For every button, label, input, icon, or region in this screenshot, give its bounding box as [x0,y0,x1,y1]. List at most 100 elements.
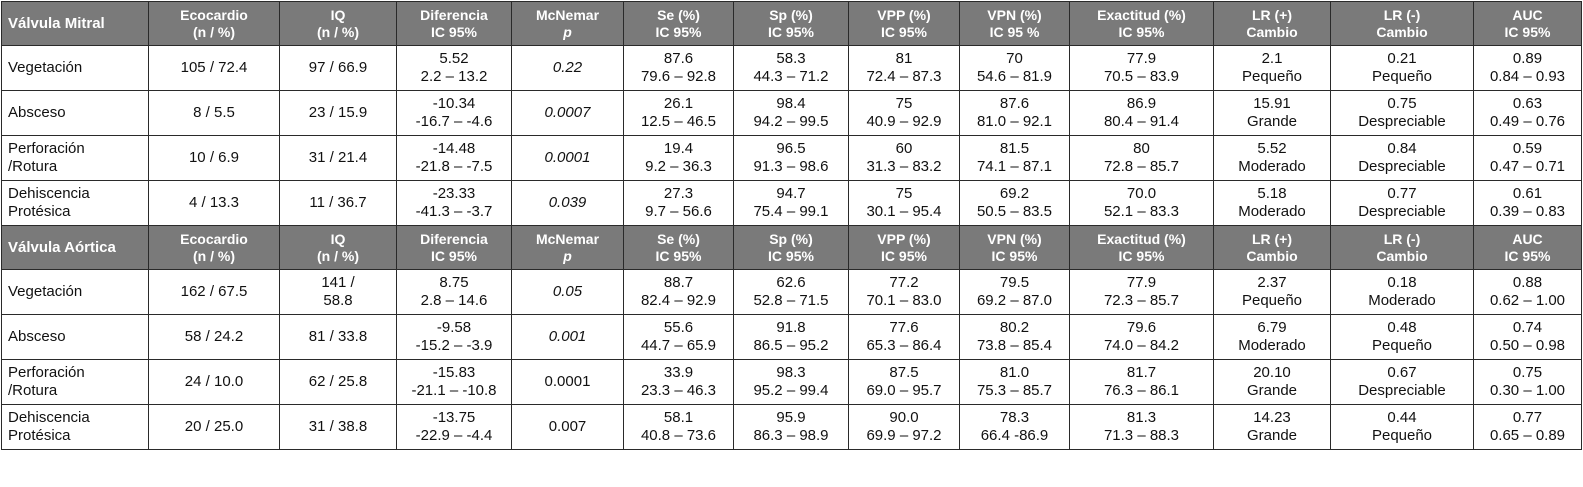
cell-vpp: 60 31.3 – 83.2 [848,135,960,181]
cell-se: 55.6 44.7 – 65.9 [623,314,734,360]
header-line: Cambio [1376,23,1428,40]
header-line: Sp (%) [769,230,813,247]
cell-line: 141 / [321,274,355,291]
cell-line: -16.7 – -4.6 [415,113,493,130]
header-line: McNemar [535,230,600,247]
cell-line: 105 / 72.4 [180,59,248,76]
cell-auc: 0.63 0.49 – 0.76 [1473,90,1582,136]
cell-se: 26.1 12.5 – 46.5 [623,90,734,136]
cell-sp: 94.7 75.4 – 99.1 [733,180,849,226]
cell-mcnemar: 0.039 [511,180,624,226]
cell-mcnemar: 0.0007 [511,90,624,136]
header-line: VPN (%) [987,6,1042,23]
table-row: Perforación/Rotura 24 / 10.0 62 / 25.8 -15.… [1,359,1582,405]
header-line: (n / %) [317,23,359,40]
aortica-header-se: Se (%) IC 95% [623,225,734,270]
cell-vpn: 69.2 50.5 – 83.5 [959,180,1070,226]
cell-mcnemar: 0.0001 [511,135,624,181]
cell-ecocardio: 8 / 5.5 [148,90,280,136]
cell-line: 23.3 – 46.3 [640,382,717,399]
cell-line: 58.1 [663,409,694,426]
row-label: Perforación/Rotura [1,359,149,405]
cell-line: 78.3 [999,409,1030,426]
cell-lr-pos: 14.23 Grande [1213,404,1331,450]
header-line: Se (%) [657,6,700,23]
cell-line: 70 [1006,50,1023,67]
header-line: IQ [330,6,346,23]
cell-line: 8.75 [439,274,469,291]
header-line: p [563,247,572,264]
cell-line: 0.67 [1387,364,1417,381]
cell-line: 95.2 – 99.4 [753,382,829,399]
cell-line: 66.4 -86.9 [980,427,1049,444]
mitral-header-row: Válvula Mitral Ecocardio (n / %) IQ (n / %) D… [1,1,1582,46]
cell-auc: 0.75 0.30 – 1.00 [1473,359,1582,405]
aortica-header-row: Válvula Aórtica Ecocardio (n / %) IQ (n / %)… [1,225,1582,270]
cell-mcnemar: 0.22 [511,45,624,91]
cell-se: 33.9 23.3 – 46.3 [623,359,734,405]
cell-line: 58.3 [776,50,806,67]
cell-line: -14.48 [432,140,476,157]
cell-line: 50.5 – 83.5 [976,203,1053,220]
cell-line: Moderado [1238,337,1306,354]
row-label: Perforación/Rotura [1,135,149,181]
cell-line: 75.3 – 85.7 [976,382,1053,399]
cell-iq: 97 / 66.9 [279,45,397,91]
cell-lr-pos: 5.18 Moderado [1213,180,1331,226]
cell-line: 0.48 [1387,319,1417,336]
table-row: Absceso 58 / 24.2 81 / 33.8 -9.58 -15.2 – -3… [1,314,1582,360]
aortica-header-ecocardio: Ecocardio (n / %) [148,225,280,270]
table-row: Vegetación 162 / 67.5 141 /58.8 8.75 2.8 – 1… [1,269,1582,315]
cell-vpn: 87.6 81.0 – 92.1 [959,90,1070,136]
cell-line: 19.4 [663,140,694,157]
cell-auc: 0.59 0.47 – 0.71 [1473,135,1582,181]
cell-iq: 81 / 33.8 [279,314,397,360]
cell-line: 9.7 – 56.6 [645,203,712,220]
header-line: IC 95% [1118,23,1165,40]
table-row: Perforación/Rotura 10 / 6.9 31 / 21.4 -14.4… [1,135,1582,181]
row-label: Vegetación [1,269,149,315]
header-line: IC 95% [991,247,1038,264]
header-line: VPN (%) [987,230,1042,247]
cell-lr-neg: 0.48 Pequeño [1330,314,1474,360]
cell-line: 69.9 – 97.2 [866,427,942,444]
cell-line: 2.8 – 14.6 [420,292,488,309]
cell-line: 81.5 [999,140,1030,157]
row-label-line: Dehiscencia [8,185,90,202]
cell-vpn: 81.5 74.1 – 87.1 [959,135,1070,181]
cell-lr-neg: 0.67 Despreciable [1330,359,1474,405]
cell-line: Despreciable [1358,113,1446,130]
cell-line: 0.77 [1512,409,1543,426]
cell-line: 94.7 [776,185,806,202]
cell-lr-pos: 20.10 Grande [1213,359,1331,405]
cell-line: 0.89 [1512,50,1543,67]
table-row: Dehiscencia Protésica 20 / 25.0 31 / 38.8 -1… [1,404,1582,450]
mitral-header-diferencia: Diferencia IC 95% [396,1,512,46]
cell-line: 86.9 [1126,95,1157,112]
cell-line: 52.1 – 83.3 [1103,203,1180,220]
cell-iq: 31 / 21.4 [279,135,397,181]
cell-line: 81.7 [1126,364,1157,381]
mitral-header-mcnemar: McNemar p [511,1,624,46]
cell-se: 88.7 82.4 – 92.9 [623,269,734,315]
row-label: Vegetación [1,45,149,91]
cell-ecocardio: 162 / 67.5 [148,269,280,315]
cell-line: 73.8 – 85.4 [976,337,1053,354]
cell-line: 81 / 33.8 [308,328,368,345]
cell-vpn: 78.3 66.4 -86.9 [959,404,1070,450]
cell-line: -22.9 – -4.4 [415,427,493,444]
cell-iq: 62 / 25.8 [279,359,397,405]
cell-line: 0.75 [1512,364,1543,381]
cell-line: -41.3 – -3.7 [415,203,493,220]
cell-lr-neg: 0.44 Pequeño [1330,404,1474,450]
cell-line: 0.61 [1512,185,1543,202]
cell-ecocardio: 4 / 13.3 [148,180,280,226]
cell-line: -21.1 – -10.8 [411,382,497,399]
header-line: IQ [330,230,346,247]
cell-line: 31 / 21.4 [308,149,368,166]
cell-diferencia: -15.83 -21.1 – -10.8 [396,359,512,405]
cell-line: -9.58 [436,319,472,336]
header-line: IC 95% [881,247,927,264]
cell-line: 74.1 – 87.1 [976,158,1053,175]
cell-ecocardio: 105 / 72.4 [148,45,280,91]
